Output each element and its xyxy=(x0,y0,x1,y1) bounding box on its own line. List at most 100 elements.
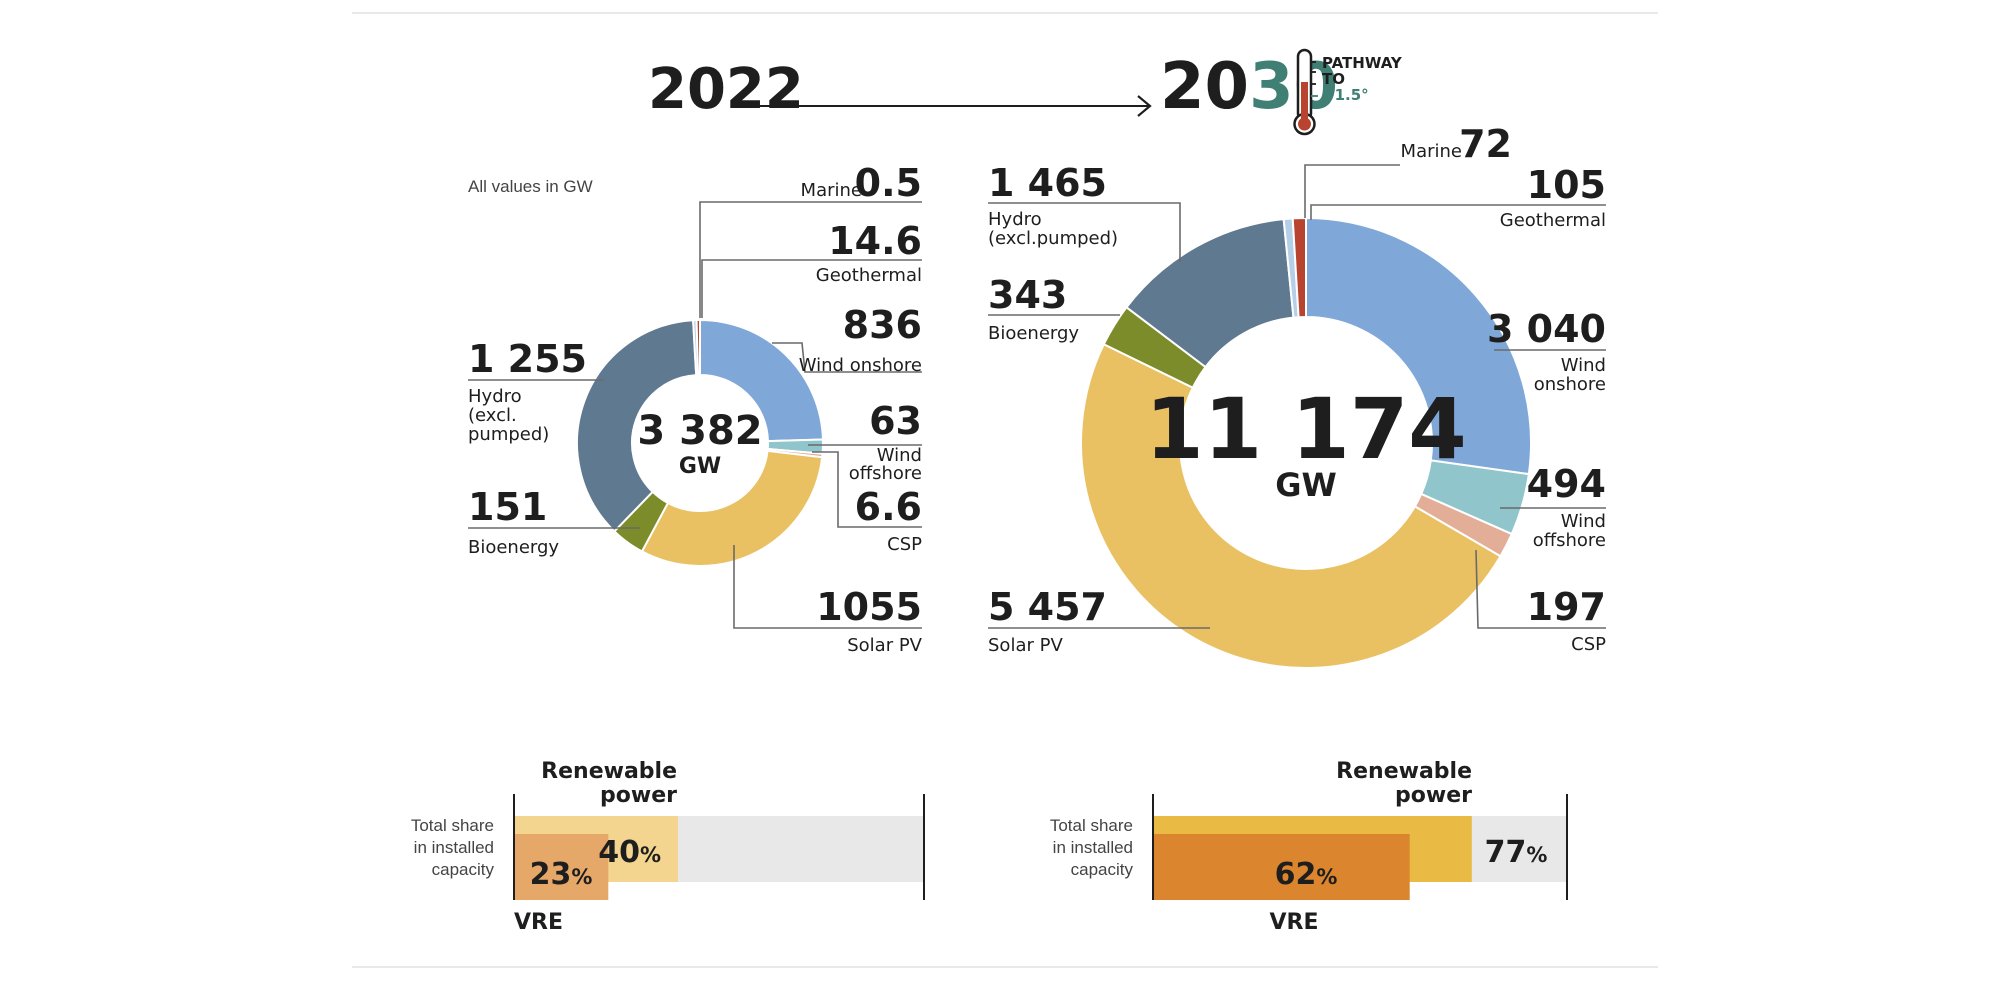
label-2030-hydro-value: 1 465 xyxy=(988,161,1107,205)
leader-2030-marine xyxy=(1304,164,1400,218)
share-2030-vre-label: VRE xyxy=(1270,910,1319,935)
donut-2022-segment-wind-onshore xyxy=(699,318,824,443)
label-2022-wind-offshore-value: 63 xyxy=(869,399,922,443)
share-2022-vre-number: 23 xyxy=(530,857,572,892)
share-2022-vre-label: VRE xyxy=(514,910,563,935)
share-bar-2030: Renewable power Total share in installed… xyxy=(1050,759,1568,935)
leader-2022-marine xyxy=(699,201,922,318)
donut-2030-unit: GW xyxy=(1275,466,1337,504)
leader-2030-hydro xyxy=(988,202,1181,262)
leader-2030-csp xyxy=(1475,549,1606,629)
year-2030: 2030 xyxy=(1160,50,1338,124)
hydro-2022-line2: (excl. xyxy=(468,405,517,426)
share-2030-row-label-2: in installed xyxy=(1053,838,1133,857)
label-2030-wind-offshore-name: Wind offshore xyxy=(1533,511,1606,551)
share-2022-renewable-heading-1: Renewable xyxy=(541,759,677,784)
label-2030-bioenergy-name: Bioenergy xyxy=(988,323,1079,344)
year-2030-suffix: 30 xyxy=(1249,50,1338,124)
share-2022-vre-pct: % xyxy=(571,865,592,889)
share-2030-row-label-1: Total share xyxy=(1050,816,1133,835)
wind-onshore-2030-line1: Wind xyxy=(1561,355,1606,376)
label-2022-hydro-value: 1 255 xyxy=(468,337,587,381)
label-2030-marine-name: Marine xyxy=(1401,141,1462,162)
year-2030-prefix: 20 xyxy=(1160,50,1249,124)
donut-2030-segment-solar-pv xyxy=(1080,342,1502,670)
label-2030-solar-pv-value: 5 457 xyxy=(988,585,1107,629)
leader-2022-solar-pv xyxy=(733,545,922,629)
label-2030-solar-pv-name: Solar PV xyxy=(988,635,1063,656)
hydro-2022-line3: pumped) xyxy=(468,424,549,445)
label-2030-hydro-name: Hydro (excl.pumped) xyxy=(988,209,1118,249)
leader-2030-geothermal xyxy=(1310,204,1606,220)
share-2030-renewable-number: 77 xyxy=(1485,835,1527,870)
label-2022-hydro-name: Hydro (excl. pumped) xyxy=(468,386,549,445)
share-2022-row-label-2: in installed xyxy=(414,838,494,857)
leader-2022-csp xyxy=(812,451,922,528)
donut-2030-segment-geothermal xyxy=(1291,216,1307,319)
label-2022-solar-pv-value: 1055 xyxy=(816,585,922,629)
wind-offshore-2030-line2: offshore xyxy=(1533,530,1606,551)
share-2030-row-label-3: capacity xyxy=(1071,860,1134,879)
leader-2022-geothermal xyxy=(701,259,922,318)
share-2030-renewable-value: 77% xyxy=(1485,835,1548,870)
donut-2030-segments xyxy=(1080,216,1532,670)
leader-2022-wind-onshore xyxy=(772,342,922,373)
label-2022-wind-offshore-name: Wind offshore xyxy=(849,445,922,484)
label-2022-csp-value: 6.6 xyxy=(855,485,922,529)
label-2022-solar-pv-name: Solar PV xyxy=(847,635,922,656)
label-2030-wind-offshore-value: 494 xyxy=(1527,462,1606,506)
label-2030-geothermal-name: Geothermal xyxy=(1500,210,1606,231)
label-2022-csp-name: CSP xyxy=(887,534,922,555)
label-2022-marine-name: Marine xyxy=(801,180,862,201)
wind-offshore-2022-line2: offshore xyxy=(849,463,922,484)
share-bar-2022: Renewable power Total share in installed… xyxy=(411,759,925,935)
share-2022-vre-bar xyxy=(514,834,609,900)
label-2022-geothermal-value: 14.6 xyxy=(828,219,922,263)
donut-2022-total: 3 382 xyxy=(637,408,762,454)
label-2022-wind-onshore-name: Wind onshore xyxy=(799,355,922,376)
arrow-head-icon xyxy=(1137,95,1152,117)
donut-2022-segments xyxy=(576,318,824,567)
label-2022-geothermal-name: Geothermal xyxy=(816,265,922,286)
share-2022-renewable-heading-2: power xyxy=(600,783,677,808)
share-2030-vre-value: 62% xyxy=(1275,857,1338,892)
donut-2030-segment-wind-onshore xyxy=(1305,216,1532,476)
donut-chart-2022: 3 382 GW Marine 0.5 14.6 Geothermal 836 … xyxy=(468,161,923,656)
share-2030-renewable-pct: % xyxy=(1526,843,1547,867)
wind-onshore-2030-line2: onshore xyxy=(1534,374,1606,395)
year-2022: 2022 xyxy=(648,57,804,122)
share-2030-vre-pct: % xyxy=(1316,865,1337,889)
share-2030-renewable-heading-1: Renewable xyxy=(1336,759,1472,784)
wind-offshore-2030-line1: Wind xyxy=(1561,511,1606,532)
donut-2022-segment-geothermal xyxy=(695,318,701,377)
share-2030-renewable-heading-2: power xyxy=(1395,783,1472,808)
share-2022-renewable-number: 40 xyxy=(598,835,640,870)
hydro-2030-line2: (excl.pumped) xyxy=(988,228,1118,249)
share-2030-vre-number: 62 xyxy=(1275,857,1317,892)
wind-offshore-2022-line1: Wind xyxy=(877,445,922,466)
pathway-label-1: PATHWAY xyxy=(1322,54,1403,72)
label-2030-geothermal-value: 105 xyxy=(1527,163,1606,207)
hydro-2022-line1: Hydro xyxy=(468,386,522,407)
hydro-2030-line1: Hydro xyxy=(988,209,1042,230)
share-2022-row-label-3: capacity xyxy=(432,860,495,879)
donut-2022-segment-solar-pv xyxy=(640,449,824,567)
label-2022-bioenergy-value: 151 xyxy=(468,485,547,529)
label-2022-wind-onshore-value: 836 xyxy=(843,303,922,347)
label-2030-wind-onshore-name: Wind onshore xyxy=(1534,355,1606,395)
pathway-label-2: TO xyxy=(1322,70,1345,88)
donut-2030-total: 11 174 xyxy=(1145,380,1466,478)
donut-chart-2030: 11 174 GW Marine 72 105 Geothermal 3 040… xyxy=(988,122,1606,670)
label-2030-csp-value: 197 xyxy=(1527,585,1606,629)
header: 2022 2030 PATHWAY TO +1.5° xyxy=(648,48,1403,136)
pathway-label-3: +1.5° xyxy=(1322,86,1369,104)
share-2022-renewable-pct: % xyxy=(640,843,661,867)
label-2022-bioenergy-name: Bioenergy xyxy=(468,537,559,558)
thermometer-icon xyxy=(1293,48,1318,136)
share-2022-vre-value: 23% xyxy=(530,857,593,892)
label-2030-csp-name: CSP xyxy=(1571,634,1606,655)
units-note: All values in GW xyxy=(468,177,593,196)
label-2030-marine-value: 72 xyxy=(1459,122,1512,166)
label-2030-bioenergy-value: 343 xyxy=(988,273,1067,317)
